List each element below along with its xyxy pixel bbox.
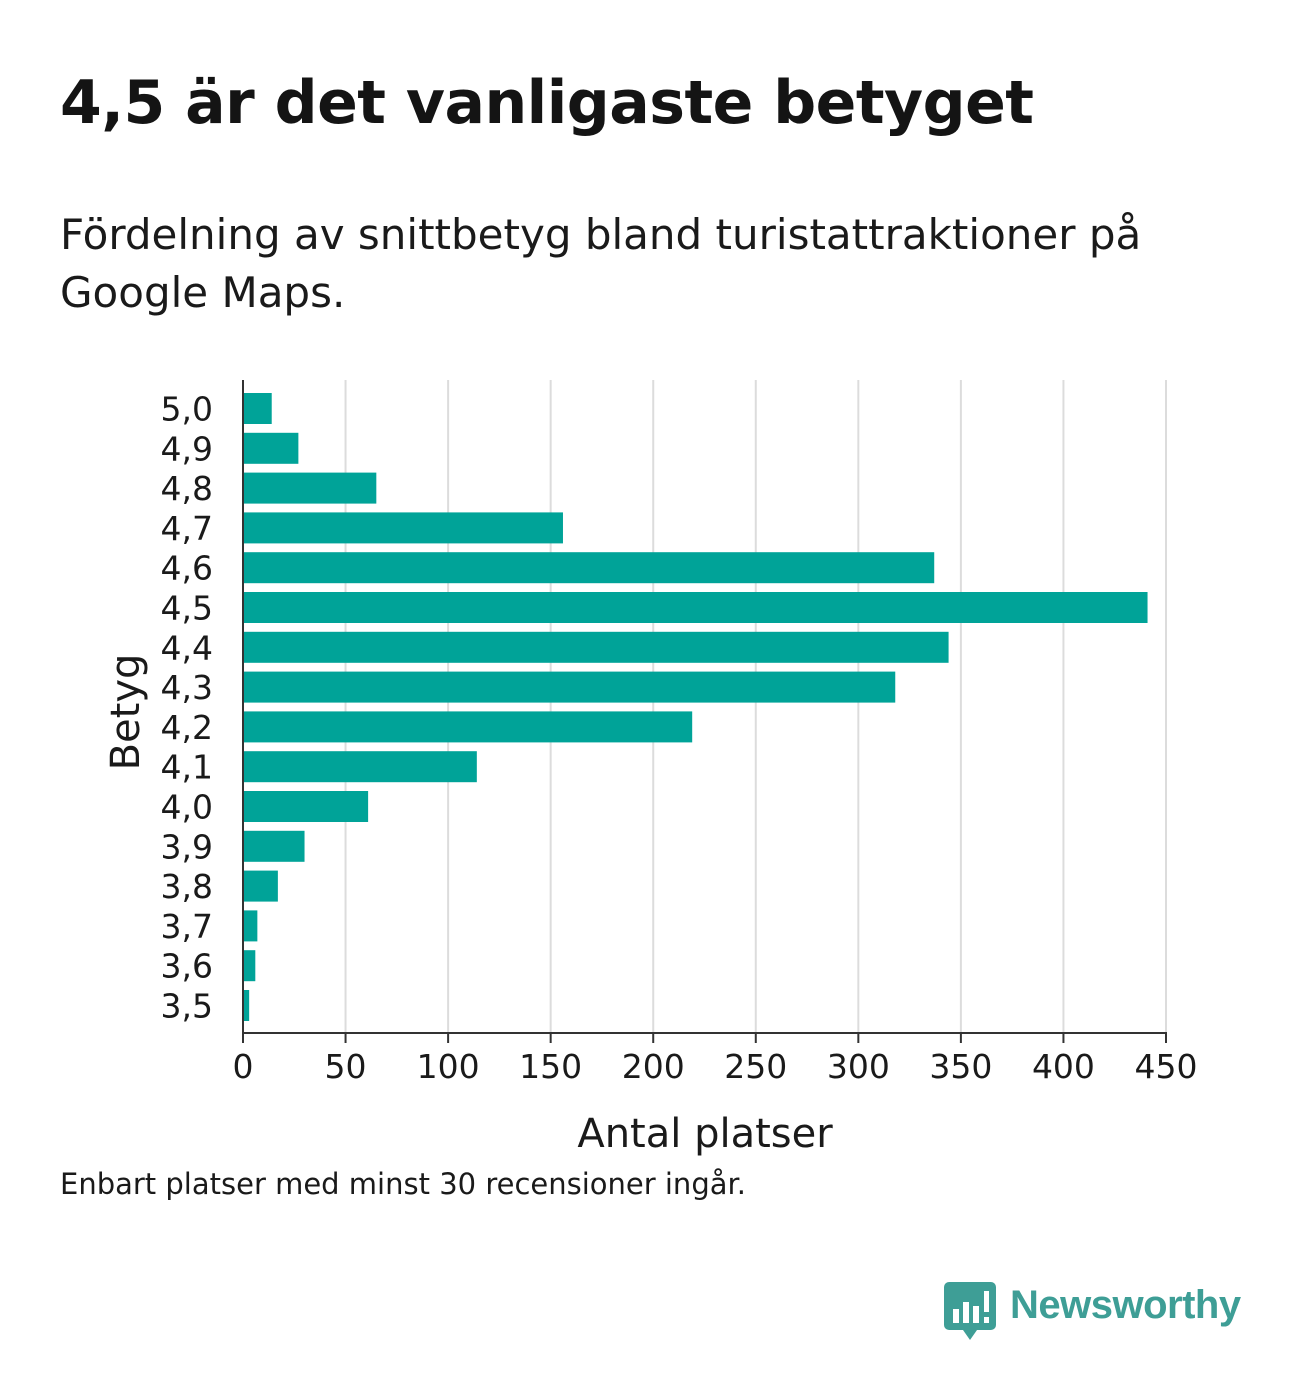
y-tick-label: 4,4: [161, 628, 213, 667]
x-tick-label: 50: [325, 1047, 367, 1086]
y-tick-label: 4,1: [161, 748, 213, 787]
chart-title: 4,5 är det vanligaste betyget: [60, 68, 1034, 138]
brand-name: Newsworthy: [1010, 1283, 1241, 1327]
y-axis-labels: 5,04,94,84,74,64,54,44,34,24,14,03,93,83…: [161, 390, 213, 1026]
x-tick-label: 200: [622, 1047, 685, 1086]
y-tick-label: 3,7: [161, 907, 213, 946]
y-tick-label: 4,6: [161, 549, 213, 588]
y-tick-label: 4,7: [161, 509, 213, 548]
x-tick-label: 400: [1032, 1047, 1095, 1086]
y-tick-label: 4,9: [161, 429, 213, 468]
y-tick-label: 3,8: [161, 867, 213, 906]
bar: [243, 592, 1148, 623]
y-tick-label: 4,5: [161, 589, 213, 628]
x-axis-labels: 0 50 100 150 200 250 300 350 400 450: [233, 1047, 1198, 1086]
y-tick-label: 4,3: [161, 668, 213, 707]
bar: [243, 711, 693, 743]
footnote: Enbart platser med minst 30 recensioner …: [60, 1167, 746, 1201]
gridlines: [344, 380, 1167, 1033]
bar: [243, 512, 563, 544]
x-tick-label: 0: [233, 1047, 254, 1086]
x-axis: [242, 380, 1167, 1043]
x-tick-label: 100: [417, 1047, 480, 1086]
bar: [243, 791, 369, 822]
brand-logo: Newsworthy: [944, 1282, 1241, 1342]
bar: [243, 393, 272, 424]
x-tick-label: 250: [724, 1047, 787, 1086]
bar: [243, 671, 896, 703]
bar: [243, 990, 250, 1021]
chart-subtitle: Fördelning av snittbetyg bland turistatt…: [60, 210, 1142, 317]
chart-speech-bubble-icon: [944, 1282, 996, 1340]
x-tick-label: 450: [1135, 1047, 1198, 1086]
bar: [243, 870, 278, 902]
bar: [243, 910, 258, 942]
y-tick-label: 4,2: [161, 708, 213, 747]
bars: [243, 393, 1148, 1021]
bar: [243, 472, 377, 504]
bar: [243, 830, 305, 862]
bar-chart: 5,04,94,84,74,64,54,44,34,24,14,03,93,83…: [103, 380, 1198, 1157]
y-tick-label: 4,8: [161, 469, 213, 508]
y-tick-label: 3,6: [161, 947, 213, 986]
bar: [243, 552, 935, 584]
bar: [243, 751, 477, 783]
y-tick-label: 3,9: [161, 827, 213, 866]
x-axis-title: Antal platser: [577, 1111, 833, 1157]
x-tick-label: 150: [519, 1047, 582, 1086]
y-tick-label: 5,0: [161, 390, 213, 429]
y-tick-label: 3,5: [161, 987, 213, 1026]
bar: [243, 432, 299, 464]
x-tick-label: 300: [827, 1047, 890, 1086]
bar: [243, 631, 949, 663]
bar: [243, 950, 256, 982]
x-tick-label: 350: [929, 1047, 992, 1086]
y-tick-label: 4,0: [161, 788, 213, 827]
y-axis-title: Betyg: [103, 654, 149, 771]
